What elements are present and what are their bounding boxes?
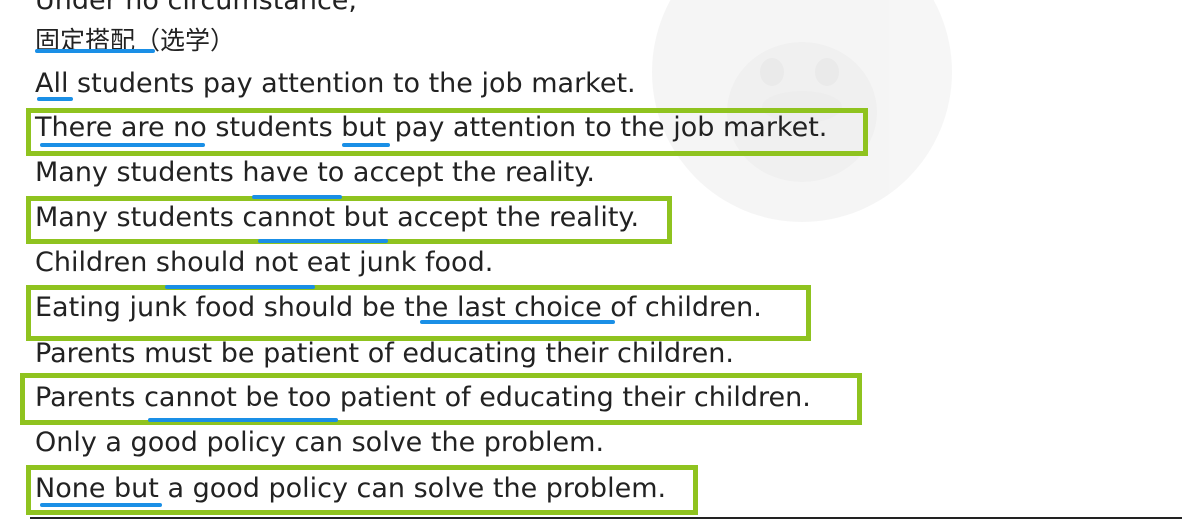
handwritten-underline bbox=[35, 49, 155, 53]
handwritten-underline bbox=[342, 143, 390, 147]
text-line-7: Children should not eat junk food. bbox=[35, 247, 494, 278]
text-line-11: Only a good policy can solve the problem… bbox=[35, 427, 605, 458]
handwritten-underline bbox=[40, 503, 162, 507]
text-line-2: 固定搭配（选学） bbox=[35, 26, 236, 55]
highlight-box bbox=[26, 465, 698, 515]
handwritten-underline bbox=[258, 239, 388, 243]
handwritten-underline bbox=[420, 320, 615, 324]
text-line-8: Eating junk food should be the last choi… bbox=[35, 292, 762, 323]
text-line-5: Many students have to accept the reality… bbox=[35, 157, 595, 188]
highlight-box bbox=[26, 196, 672, 244]
text-line-10: Parents cannot be too patient of educati… bbox=[35, 382, 811, 413]
bottom-divider bbox=[30, 517, 1182, 519]
handwritten-underline bbox=[252, 195, 342, 199]
handwritten-underline bbox=[37, 97, 73, 101]
handwritten-underline bbox=[40, 143, 205, 147]
highlight-box bbox=[26, 285, 811, 341]
highlight-box bbox=[20, 373, 862, 425]
handwritten-underline bbox=[165, 285, 315, 289]
text-line-6: Many students cannot but accept the real… bbox=[35, 202, 640, 233]
text-line-9: Parents must be patient of educating the… bbox=[35, 338, 734, 369]
text-line-4: There are no students but pay attention … bbox=[35, 112, 828, 143]
highlight-box bbox=[26, 108, 868, 156]
handwritten-underline bbox=[148, 418, 338, 422]
text-line-3: All students pay attention to the job ma… bbox=[35, 68, 636, 99]
text-line-12: None but a good policy can solve the pro… bbox=[35, 473, 667, 504]
text-line-1: Under no circumstance, bbox=[35, 0, 357, 16]
